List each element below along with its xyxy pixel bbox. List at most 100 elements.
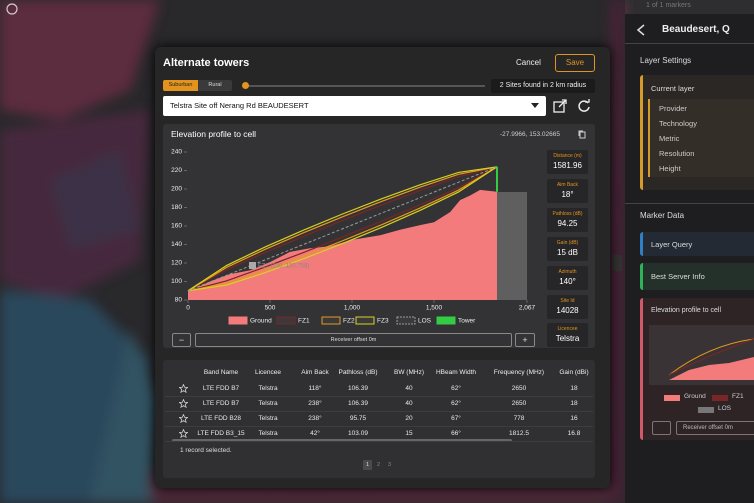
star-shape: [179, 384, 188, 393]
table-cell: 106.39: [348, 385, 368, 392]
stat-value: 14028: [556, 306, 579, 315]
fresnel-upper: [187, 166, 498, 292]
stat-box: [547, 323, 588, 347]
back-button[interactable]: [636, 24, 646, 36]
layer-query-label: Layer Query: [651, 240, 693, 249]
table-cell: 103.09: [348, 430, 368, 437]
table-cell: 16: [570, 415, 578, 422]
fresnel-upper: [187, 166, 498, 292]
scrollbar[interactable]: [172, 439, 512, 442]
legend-label: Ground: [250, 318, 272, 325]
layer-item[interactable]: Resolution: [659, 149, 695, 158]
legend-label: FZ3: [377, 318, 389, 325]
table-cell: 18: [570, 400, 578, 407]
y-tick-label: 200: [171, 186, 182, 193]
favorite-star[interactable]: [179, 399, 188, 408]
star-shape: [179, 399, 188, 408]
dropdown-arrow: [531, 103, 539, 108]
table-cell: 42°: [310, 430, 320, 437]
y-tick-label: 80: [175, 297, 183, 304]
divider: [625, 43, 754, 44]
legend-swatch: [321, 316, 341, 325]
collapse-button[interactable]: [612, 255, 622, 271]
save-button[interactable]: Save: [555, 54, 595, 72]
stat-label: Gain (dB): [556, 240, 579, 246]
table-cell: LTE FDD B3_15: [197, 430, 245, 437]
x-tick-label: 500: [265, 305, 276, 312]
layer-query[interactable]: [640, 232, 754, 256]
table-cell: 62°: [451, 400, 461, 407]
legend-label: LOS: [718, 405, 732, 412]
stat-box: [547, 237, 588, 261]
x-tick-label: 1,000: [344, 305, 361, 312]
los-line: [187, 166, 498, 292]
copy-icon[interactable]: [578, 130, 586, 139]
layer-item[interactable]: Technology: [659, 119, 697, 128]
status: 1 record selected.: [180, 447, 232, 454]
stat-label: Distance (m): [553, 153, 582, 159]
stat-label: Licencee: [557, 326, 578, 332]
layer-item[interactable]: Height: [659, 164, 681, 173]
cancel-button[interactable]: Cancel: [516, 58, 541, 67]
fresnel-upper: [187, 166, 498, 292]
x-tick-label: 2,067: [519, 305, 536, 312]
table-row-line: [165, 411, 593, 412]
table-cell: 67°: [451, 415, 461, 422]
favorite-star[interactable]: [179, 414, 188, 423]
table-cell: 16.8: [567, 430, 581, 437]
layer-item[interactable]: Provider: [659, 104, 687, 113]
y-tick-label: 120: [171, 260, 182, 267]
x-tick-label: 0: [186, 305, 190, 312]
table-cell: 40: [405, 385, 413, 392]
minus-button[interactable]: [652, 421, 671, 435]
table-cell: 238°: [308, 415, 322, 422]
page-button[interactable]: 1: [363, 460, 372, 470]
sites-found: 2 Sites found in 2 km radius: [491, 79, 595, 93]
table-cell: Telstra: [258, 430, 278, 437]
layer-item[interactable]: Metric: [659, 134, 680, 143]
tab[interactable]: Rural: [198, 80, 232, 91]
stat-value: Telstra: [555, 334, 580, 343]
legend-swatch: [712, 395, 728, 401]
slider-knob[interactable]: [242, 82, 249, 89]
fresnel-lower: [187, 166, 498, 292]
table-cell: Telstra: [258, 415, 278, 422]
chart-title: Elevation profile to cell: [171, 129, 257, 139]
plus-button[interactable]: +: [515, 333, 535, 347]
table-header: HBeam Width: [435, 369, 477, 376]
stat-label: Aim Back: [556, 182, 579, 188]
table-cell: 1812.5: [509, 430, 529, 437]
table-row-line: [165, 426, 593, 427]
refresh-icon[interactable]: [577, 99, 591, 113]
table-cell: 238°: [308, 400, 322, 407]
section-title: Layer Settings: [640, 56, 692, 65]
best-server[interactable]: [640, 263, 754, 290]
tab-active[interactable]: Suburban: [163, 80, 198, 91]
site-dropdown[interactable]: [163, 96, 546, 116]
elevation-title: Elevation profile to cell: [651, 307, 722, 314]
legend-label: FZ1: [732, 393, 744, 400]
page-button[interactable]: 3: [387, 462, 392, 468]
favorite-star[interactable]: [179, 429, 188, 438]
tooltip-marker: [249, 262, 256, 269]
table-cell: 778: [513, 415, 525, 422]
page-button[interactable]: 2: [376, 462, 381, 468]
minus-button[interactable]: −: [172, 333, 191, 347]
table-header: Licencee: [254, 369, 282, 376]
receiver-button[interactable]: Receiver offset 0m: [676, 421, 754, 435]
open-icon[interactable]: [553, 99, 567, 113]
y-tick-label: 100: [171, 278, 182, 285]
table-row-line: [165, 441, 593, 442]
table-cell: LTE FDD B7: [202, 400, 240, 407]
stat-value: 15 dB: [557, 248, 578, 257]
legend-swatch: [664, 395, 680, 401]
favorite-star[interactable]: [179, 384, 188, 393]
legend-swatch: [355, 316, 375, 325]
y-tick-label: 160: [171, 223, 182, 230]
side-title: Beaudesert, Q: [662, 24, 730, 35]
receiver-offset[interactable]: Receiver offset 0m: [195, 333, 512, 347]
legend-swatch: [436, 316, 456, 325]
legend-swatch: [396, 316, 416, 325]
table-cell: 2650: [511, 400, 527, 407]
